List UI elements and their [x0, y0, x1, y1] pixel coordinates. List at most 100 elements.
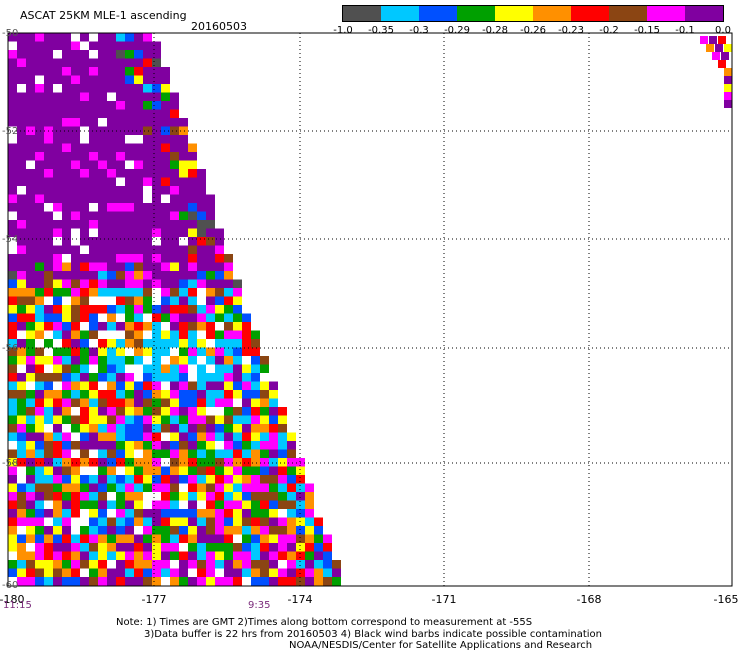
swath-cell	[8, 41, 17, 51]
swath-cell	[170, 135, 179, 144]
swath-cell	[287, 449, 296, 459]
swath-cell	[107, 118, 116, 127]
swath-cell	[98, 160, 107, 170]
swath-cell	[278, 517, 287, 527]
swath-cell	[224, 551, 233, 561]
swath-cell	[242, 398, 251, 408]
swath-cell	[233, 441, 242, 450]
swath-cell	[71, 534, 80, 544]
swath-cell	[206, 534, 215, 544]
swath-cell	[17, 50, 26, 59]
swath-cell	[125, 75, 134, 85]
swath-cell	[206, 415, 215, 425]
swath-cell	[143, 220, 152, 229]
swath-cell	[35, 109, 44, 119]
swath-cell	[161, 398, 170, 408]
colorbar-label: 0.0	[715, 25, 731, 36]
swath-cell	[161, 152, 170, 161]
swath-cell	[53, 330, 62, 340]
swath-cell	[53, 305, 62, 314]
swath-cell	[89, 92, 98, 102]
swath-cell	[278, 441, 287, 450]
swath-cell	[125, 509, 134, 518]
swath-cell	[26, 41, 35, 51]
swath-cell	[233, 305, 242, 314]
swath-cell	[242, 551, 251, 561]
swath-cell	[107, 390, 116, 399]
swath-cell	[53, 407, 62, 416]
swath-cell	[215, 245, 224, 255]
swath-cell	[134, 194, 143, 204]
swath-cell	[170, 364, 179, 374]
swath-cell	[188, 424, 197, 433]
swath-cell	[125, 67, 134, 76]
swath-cell	[17, 517, 26, 527]
swath-cell	[71, 126, 80, 136]
swath-cell	[233, 398, 242, 408]
swath-cell	[8, 458, 17, 467]
swath-cell	[71, 237, 80, 246]
swath-cell	[251, 458, 260, 467]
swath-cell	[62, 381, 71, 391]
swath-cell	[44, 526, 53, 535]
swath-cell	[152, 152, 161, 161]
swath-cell	[251, 347, 260, 357]
swath-cell	[161, 466, 170, 476]
swath-cell	[152, 517, 161, 527]
swath-cell	[152, 475, 161, 484]
swath-cell	[107, 135, 116, 144]
swath-cell	[107, 449, 116, 459]
swath-cell	[44, 577, 53, 586]
swath-cell	[152, 364, 161, 374]
swath-cell	[35, 509, 44, 518]
swath-cell	[62, 492, 71, 501]
swath-cell	[242, 441, 251, 450]
swath-cell	[116, 84, 125, 93]
swath-cell	[269, 415, 278, 425]
swath-cell	[80, 305, 89, 314]
swath-cell	[314, 560, 323, 569]
swath-cell	[125, 92, 134, 102]
swath-cell	[17, 101, 26, 110]
swath-cell	[62, 254, 71, 263]
swath-cell	[188, 381, 197, 391]
swath-cell	[89, 262, 98, 272]
swath-cell	[161, 347, 170, 357]
swath-cell	[161, 194, 170, 204]
swath-cell	[233, 407, 242, 416]
swath-cell	[107, 432, 116, 442]
swath-cell	[116, 279, 125, 289]
swath-cell	[215, 551, 224, 561]
swath-cell	[224, 483, 233, 493]
swath-cell	[35, 577, 44, 586]
swath-cell	[8, 143, 17, 153]
swath-cell	[314, 509, 323, 518]
swath-cell	[89, 75, 98, 85]
swath-cell	[80, 347, 89, 357]
swath-cell	[35, 160, 44, 170]
swath-cell	[215, 517, 224, 527]
swath-cell	[8, 509, 17, 518]
swath-cell	[242, 509, 251, 518]
swath-cell	[260, 577, 269, 586]
swath-cell	[125, 177, 134, 187]
swath-cell	[44, 203, 53, 212]
swath-cell	[80, 424, 89, 433]
swath-cell	[206, 492, 215, 501]
swath-cell	[251, 424, 260, 433]
swath-cell	[125, 50, 134, 59]
y-tick-label: -56	[2, 343, 19, 354]
swath-cell	[224, 279, 233, 289]
swath-cell	[224, 560, 233, 569]
swath-cell	[161, 296, 170, 306]
swath-cell	[17, 254, 26, 263]
swath-cell	[98, 398, 107, 408]
swath-cell	[206, 237, 215, 246]
swath-cell	[215, 364, 224, 374]
swath-cell	[134, 305, 143, 314]
swath-cell	[143, 551, 152, 561]
swath-cell	[161, 169, 170, 178]
swath-cell	[71, 407, 80, 416]
swath-cell	[89, 152, 98, 161]
swath-cell	[125, 237, 134, 246]
